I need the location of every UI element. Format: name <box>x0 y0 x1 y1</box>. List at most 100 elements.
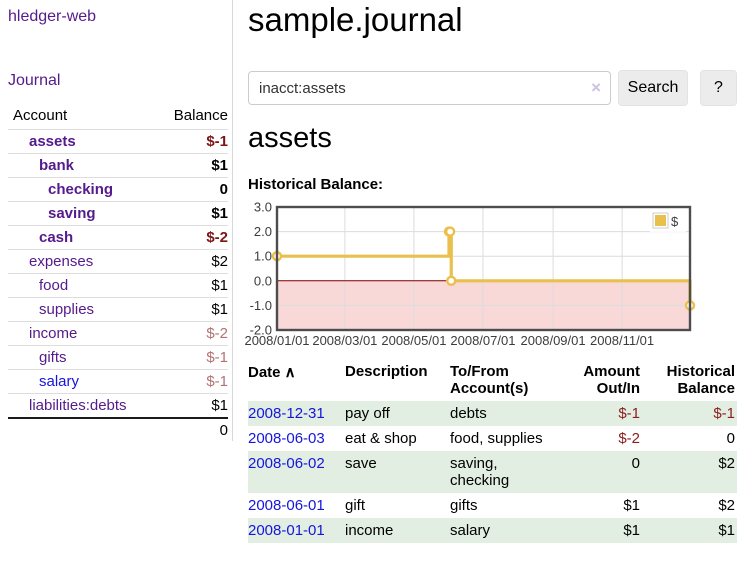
account-link[interactable]: expenses <box>29 253 94 270</box>
account-balance: $1 <box>211 301 228 318</box>
account-balance: 0 <box>219 181 228 198</box>
register-column-header: Description <box>345 363 428 380</box>
svg-text:2008/07/01: 2008/07/01 <box>450 333 515 348</box>
transaction-date-link[interactable]: 2008-01-01 <box>248 522 325 539</box>
account-row: supplies $1 <box>8 297 228 322</box>
svg-text:2008/01/01: 2008/01/01 <box>244 333 309 348</box>
transaction-amount: $-1 <box>618 405 640 422</box>
svg-text:1.0: 1.0 <box>254 249 272 264</box>
transaction-balance: $2 <box>718 497 735 514</box>
clear-search-icon[interactable]: × <box>591 78 601 97</box>
account-row: checking 0 <box>8 177 228 202</box>
account-balance: $-1 <box>206 349 228 366</box>
page-title: sample.journal <box>248 1 463 38</box>
transaction-row: 2008-06-02 save saving, checking 0 $2 <box>248 451 737 493</box>
account-balance: $-2 <box>206 229 228 246</box>
transaction-description: income <box>345 522 394 539</box>
account-column-header: Account <box>13 107 68 124</box>
balance-column-header: Balance <box>173 107 228 124</box>
svg-text:-1.0: -1.0 <box>250 298 272 313</box>
transaction-accounts: gifts <box>450 497 478 514</box>
account-row: income $-2 <box>8 321 228 346</box>
transaction-description: gift <box>345 497 366 514</box>
transaction-description: eat & shop <box>345 430 417 447</box>
account-heading: assets <box>248 122 332 154</box>
transaction-row: 2008-12-31 pay off debts $-1 $-1 <box>248 401 737 426</box>
search-button[interactable]: Search <box>618 70 688 106</box>
account-balance: $1 <box>211 397 228 414</box>
accounts-total-row: 0 <box>8 418 228 442</box>
account-link[interactable]: bank <box>39 157 75 174</box>
transaction-description: save <box>345 455 377 472</box>
search-form: × Search ? <box>248 70 737 106</box>
register-column-header: Amount Out/In <box>583 363 640 397</box>
accounts-table: Account Balance assets $-1 bank $1 checking 0… <box>8 103 228 442</box>
account-balance: $-1 <box>206 133 228 150</box>
transaction-date-link[interactable]: 2008-12-31 <box>248 405 325 422</box>
accounts-total-value: 0 <box>219 422 228 439</box>
svg-text:-2.0: -2.0 <box>250 323 272 338</box>
transaction-row: 2008-06-03 eat & shop food, supplies $-2 0 <box>248 426 737 451</box>
accounts-table-body: assets $-1 bank $1 checking 0 saving $1 cash $-2 e… <box>8 129 228 419</box>
account-link[interactable]: food <box>39 277 69 294</box>
svg-text:2008/05/01: 2008/05/01 <box>381 333 446 348</box>
account-balance: $-1 <box>206 373 228 390</box>
account-row: gifts $-1 <box>8 345 228 370</box>
register-column-header[interactable]: Date ∧ <box>248 364 296 381</box>
svg-text:$: $ <box>671 214 679 229</box>
account-balance: $1 <box>211 277 228 294</box>
transaction-amount: $1 <box>623 497 640 514</box>
search-input[interactable] <box>259 72 584 104</box>
account-balance: $-2 <box>206 325 228 342</box>
account-link[interactable]: salary <box>39 373 80 390</box>
account-row: expenses $2 <box>8 249 228 274</box>
account-row: cash $-2 <box>8 225 228 250</box>
svg-text:0.0: 0.0 <box>254 273 272 288</box>
historical-balance-chart[interactable]: $3.0 2.0 1.0 0.0 -1.0 -2.0 2008/01/01 2008/03/0… <box>244 200 737 352</box>
transaction-accounts: saving, checking <box>450 455 510 489</box>
account-link[interactable]: saving <box>48 205 96 222</box>
main-content: sample.journal × Search ? assets Histori… <box>244 0 737 582</box>
transaction-amount: $-2 <box>618 430 640 447</box>
transaction-accounts: food, supplies <box>450 430 543 447</box>
transaction-row: 2008-06-01 gift gifts $1 $2 <box>248 493 737 518</box>
transaction-balance: 0 <box>726 430 735 447</box>
account-link[interactable]: checking <box>48 181 114 198</box>
account-link[interactable]: assets <box>29 133 76 150</box>
transaction-date-link[interactable]: 2008-06-02 <box>248 455 325 472</box>
transaction-date-link[interactable]: 2008-06-03 <box>248 430 325 447</box>
register-column-header: Historical Balance <box>666 363 735 397</box>
account-link[interactable]: gifts <box>39 349 67 366</box>
account-row: salary $-1 <box>8 369 228 394</box>
sort-ascending-icon[interactable]: ∧ <box>280 364 296 381</box>
account-link[interactable]: cash <box>39 229 74 246</box>
sidebar: hledger-web Journal Account Balance asse… <box>0 0 233 441</box>
help-button[interactable]: ? <box>700 70 737 106</box>
account-balance: $2 <box>211 253 228 270</box>
svg-text:2008/11/01: 2008/11/01 <box>590 333 654 348</box>
transaction-description: pay off <box>345 405 390 422</box>
register-table: Date ∧ Description To/From Account(s) Amoun… <box>248 360 737 543</box>
account-row: food $1 <box>8 273 228 298</box>
transaction-accounts: salary <box>450 522 491 539</box>
transaction-amount: $1 <box>623 522 640 539</box>
transaction-amount: 0 <box>631 455 640 472</box>
svg-text:2008/09/01: 2008/09/01 <box>521 333 586 348</box>
account-link[interactable]: income <box>29 325 78 342</box>
account-row: bank $1 <box>8 153 228 178</box>
transaction-date-link[interactable]: 2008-06-01 <box>248 497 325 514</box>
account-row: saving $1 <box>8 201 228 226</box>
sidebar-item-journal[interactable]: Journal <box>8 72 61 89</box>
account-link[interactable]: liabilities:debts <box>29 397 127 414</box>
account-row: assets $-1 <box>8 129 228 154</box>
transaction-balance: $1 <box>718 522 735 539</box>
account-row: liabilities:debts $1 <box>8 393 228 419</box>
account-link[interactable]: supplies <box>39 301 95 318</box>
account-balance: $1 <box>211 157 228 174</box>
register-header-row: Date ∧ Description To/From Account(s) Amoun… <box>248 360 737 401</box>
accounts-table-header: Account Balance <box>8 103 228 130</box>
svg-text:3.0: 3.0 <box>254 200 272 215</box>
account-balance: $1 <box>211 205 228 222</box>
svg-text:2008/03/01: 2008/03/01 <box>312 333 377 348</box>
